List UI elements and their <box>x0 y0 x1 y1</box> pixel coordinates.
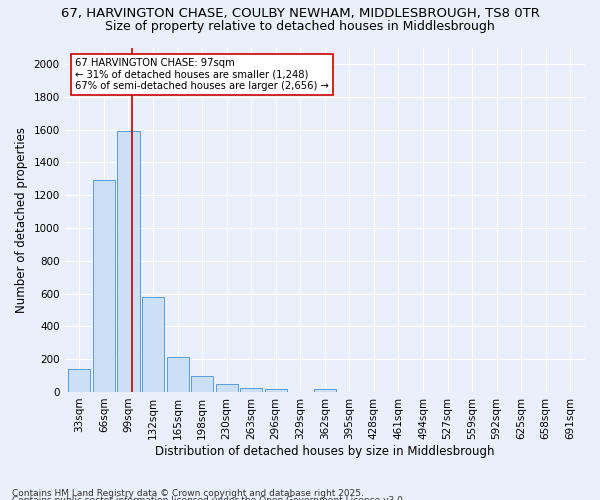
Text: Size of property relative to detached houses in Middlesbrough: Size of property relative to detached ho… <box>105 20 495 33</box>
Bar <box>240 388 262 392</box>
Text: 67, HARVINGTON CHASE, COULBY NEWHAM, MIDDLESBROUGH, TS8 0TR: 67, HARVINGTON CHASE, COULBY NEWHAM, MID… <box>61 8 539 20</box>
Y-axis label: Number of detached properties: Number of detached properties <box>15 126 28 312</box>
Bar <box>167 356 188 392</box>
Bar <box>191 376 213 392</box>
Text: Contains HM Land Registry data © Crown copyright and database right 2025.: Contains HM Land Registry data © Crown c… <box>12 488 364 498</box>
Text: Contains public sector information licensed under the Open Government Licence v3: Contains public sector information licen… <box>12 496 406 500</box>
Bar <box>265 388 287 392</box>
X-axis label: Distribution of detached houses by size in Middlesbrough: Distribution of detached houses by size … <box>155 444 494 458</box>
Bar <box>93 180 115 392</box>
Bar <box>314 388 336 392</box>
Bar <box>118 131 140 392</box>
Bar <box>142 297 164 392</box>
Bar <box>68 369 91 392</box>
Text: 67 HARVINGTON CHASE: 97sqm
← 31% of detached houses are smaller (1,248)
67% of s: 67 HARVINGTON CHASE: 97sqm ← 31% of deta… <box>75 58 329 91</box>
Bar <box>215 384 238 392</box>
